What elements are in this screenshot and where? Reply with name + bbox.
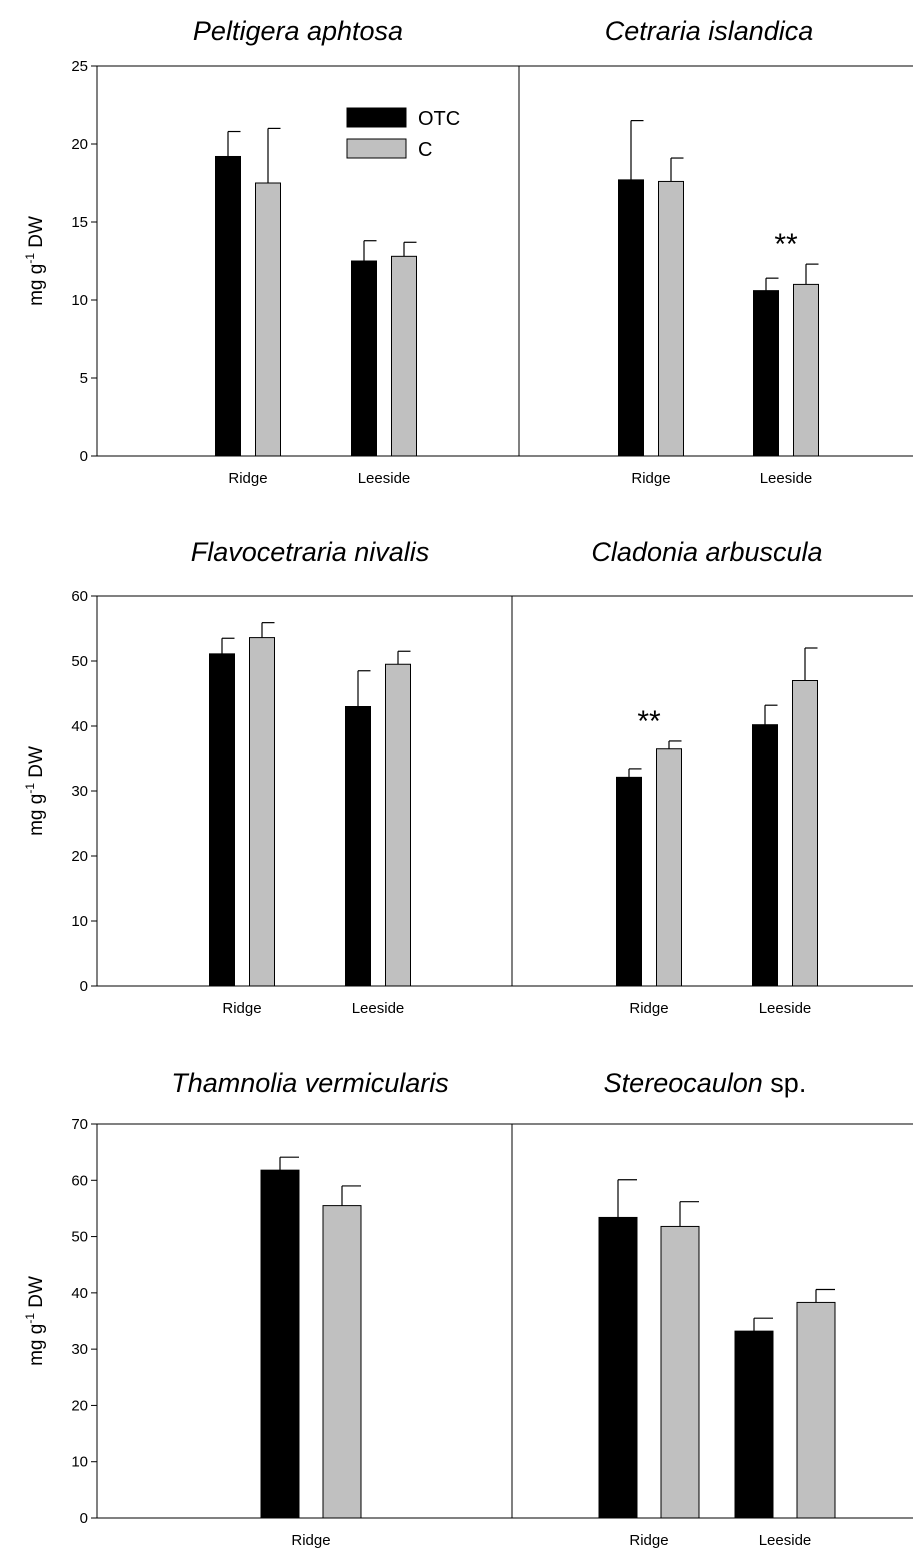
bar-c bbox=[796, 1301, 836, 1519]
bar-c bbox=[792, 680, 818, 987]
y-axis-label-superscript: -1 bbox=[23, 783, 37, 794]
chart-title-suffix: sp. bbox=[763, 1068, 807, 1098]
y-tick-label: 50 bbox=[71, 653, 88, 670]
bar-c bbox=[385, 663, 411, 987]
bar-otc bbox=[598, 1216, 638, 1519]
bar-otc bbox=[345, 706, 371, 987]
bar-otc bbox=[734, 1330, 774, 1519]
chart-title: Cladonia arbuscula bbox=[591, 537, 822, 567]
y-axis-label: mg g-1 DW bbox=[23, 216, 47, 306]
x-tick-label: Ridge bbox=[228, 470, 267, 487]
y-tick-label: 70 bbox=[71, 1116, 88, 1133]
x-tick-label: Leeside bbox=[352, 1000, 405, 1017]
y-axis-label-part: mg g bbox=[26, 794, 47, 836]
y-axis-label-part: mg g bbox=[26, 1324, 47, 1366]
significance-marker: ** bbox=[637, 705, 661, 738]
legend: OTC C bbox=[346, 107, 460, 161]
y-tick-label: 10 bbox=[71, 1454, 88, 1471]
chart-title: Peltigera aphtosa bbox=[193, 16, 403, 46]
bar-otc bbox=[260, 1169, 300, 1519]
legend-swatch-otc bbox=[346, 107, 407, 128]
y-axis-label: mg g-1 DW bbox=[23, 746, 47, 836]
x-tick-label: Ridge bbox=[291, 1532, 330, 1549]
chart-title: Cetraria islandica bbox=[605, 16, 814, 46]
y-axis-label-part: DW bbox=[26, 1276, 47, 1313]
bar-otc bbox=[351, 260, 377, 457]
bar-otc bbox=[616, 776, 642, 987]
x-tick-label: Leeside bbox=[760, 470, 813, 487]
y-tick-label: 20 bbox=[71, 1397, 88, 1414]
bar-c bbox=[656, 748, 682, 987]
chart-title: Flavocetraria nivalis bbox=[191, 537, 430, 567]
y-tick-label: 0 bbox=[80, 1510, 88, 1527]
x-tick-label: Ridge bbox=[629, 1532, 668, 1549]
y-tick-label: 20 bbox=[71, 136, 88, 153]
panel-0-left: Ridge Leeside Peltigera aphtosa bbox=[97, 16, 519, 487]
y-tick-label: 40 bbox=[71, 718, 88, 735]
y-axis-label: mg g-1 DW bbox=[23, 1276, 47, 1366]
legend-label: OTC bbox=[418, 108, 460, 130]
panel-1-right: Ridge Leeside ** Cladonia arbuscula bbox=[512, 537, 913, 1017]
bar-otc bbox=[618, 179, 644, 457]
panel-2-right: Ridge Leeside Stereocaulon sp. bbox=[512, 1068, 913, 1549]
y-tick-label: 0 bbox=[80, 448, 88, 465]
chart-title: Stereocaulon sp. bbox=[604, 1068, 807, 1098]
x-tick-label: Ridge bbox=[222, 1000, 261, 1017]
significance-marker: ** bbox=[774, 228, 798, 261]
legend-swatch-c bbox=[346, 138, 407, 159]
y-tick-label: 0 bbox=[80, 978, 88, 995]
panel-1-left: Ridge Leeside Flavocetraria nivalis bbox=[97, 537, 512, 1017]
y-axis-label-part: DW bbox=[26, 216, 47, 253]
bar-c bbox=[658, 180, 684, 457]
x-tick-label: Ridge bbox=[631, 470, 670, 487]
y-tick-label: 10 bbox=[71, 292, 88, 309]
bar-c bbox=[391, 255, 417, 457]
y-tick-label: 50 bbox=[71, 1229, 88, 1246]
bar-c bbox=[660, 1225, 700, 1519]
y-tick-label: 20 bbox=[71, 848, 88, 865]
chart-title: Thamnolia vermicularis bbox=[171, 1068, 449, 1098]
y-tick-label: 10 bbox=[71, 913, 88, 930]
bar-otc bbox=[209, 653, 235, 987]
y-axis-label-superscript: -1 bbox=[23, 253, 37, 264]
x-tick-label: Ridge bbox=[629, 1000, 668, 1017]
legend-label: C bbox=[418, 139, 432, 161]
x-tick-label: Leeside bbox=[759, 1532, 812, 1549]
panel-2-left: Ridge Thamnolia vermicularis bbox=[97, 1068, 512, 1549]
bar-c bbox=[249, 637, 275, 987]
bar-c bbox=[255, 182, 281, 457]
y-tick-label: 40 bbox=[71, 1285, 88, 1302]
x-tick-label: Leeside bbox=[358, 470, 411, 487]
y-tick-label: 30 bbox=[71, 1341, 88, 1358]
y-tick-label: 60 bbox=[71, 1172, 88, 1189]
bar-otc bbox=[753, 290, 779, 457]
bar-c bbox=[322, 1205, 362, 1519]
y-tick-label: 5 bbox=[80, 370, 88, 387]
y-tick-label: 30 bbox=[71, 783, 88, 800]
bar-otc bbox=[215, 155, 241, 457]
bar-c bbox=[793, 283, 819, 457]
y-tick-label: 60 bbox=[71, 588, 88, 605]
x-tick-label: Leeside bbox=[759, 1000, 812, 1017]
panel-0-right: Ridge Leeside ** Cetraria islandica bbox=[519, 16, 913, 487]
bar-otc bbox=[752, 724, 778, 987]
y-axis-label-superscript: -1 bbox=[23, 1313, 37, 1324]
y-axis-label-part: DW bbox=[26, 746, 47, 783]
y-tick-label: 25 bbox=[71, 58, 88, 75]
y-tick-label: 15 bbox=[71, 214, 88, 231]
y-axis-label-part: mg g bbox=[26, 264, 47, 306]
